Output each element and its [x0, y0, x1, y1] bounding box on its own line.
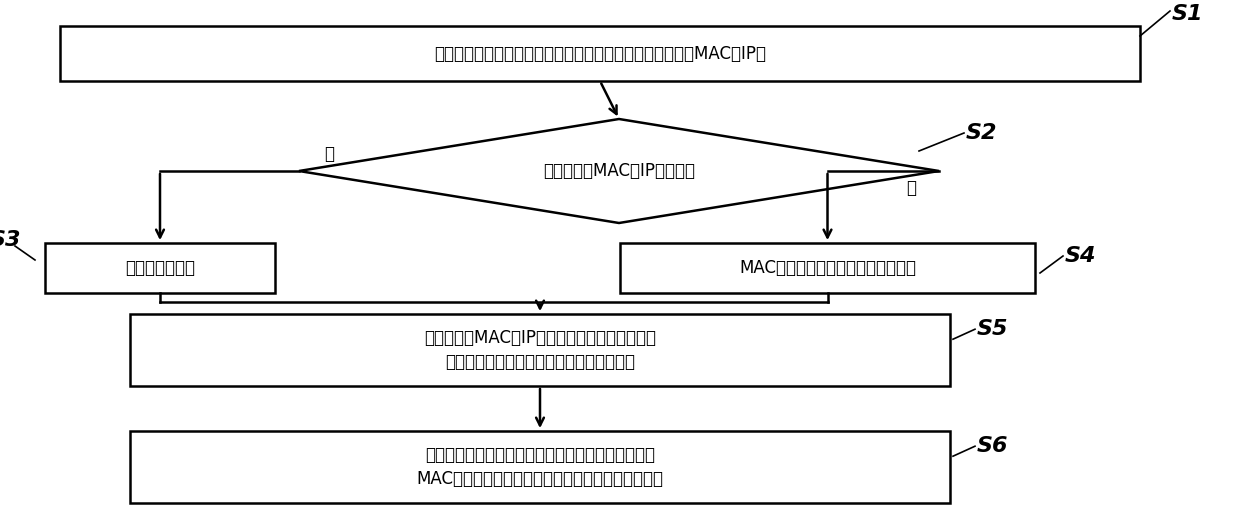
- Bar: [620, 243, 1035, 293]
- Text: MAC地址所对应的端口进行单独监听: MAC地址所对应的端口进行单独监听: [738, 259, 916, 277]
- Polygon shape: [299, 119, 939, 223]
- Text: 否: 否: [906, 179, 916, 197]
- Text: S5: S5: [978, 319, 1009, 339]
- Text: S4: S4: [1066, 246, 1097, 266]
- Text: 映射对存入链表: 映射对存入链表: [125, 259, 195, 277]
- Text: S1: S1: [1172, 4, 1203, 24]
- Text: 验证获取的MAC和IP是否合理: 验证获取的MAC和IP是否合理: [543, 162, 695, 180]
- Text: S6: S6: [978, 436, 1009, 456]
- Text: S3: S3: [0, 230, 21, 250]
- Text: 当包中源地址的映射不合理时，则发出警报，同时用
MAC地址找到交换机对应的端口，快速找出欺诈主机: 当包中源地址的映射不合理时，则发出警报，同时用 MAC地址找到交换机对应的端口，…: [416, 446, 664, 488]
- Bar: [130, 431, 950, 503]
- Bar: [59, 26, 1140, 81]
- Text: 对应答包中MAC和IP映射对进行检测，判断其在
某一时段内回应包中源地址的映射是否合理: 对应答包中MAC和IP映射对进行检测，判断其在 某一时段内回应包中源地址的映射是…: [424, 329, 655, 371]
- Bar: [130, 314, 950, 386]
- Text: 是: 是: [325, 145, 335, 163]
- Text: 利用抓包工具获取数据包进行分析，得出其目的和源地址的MAC和IP对: 利用抓包工具获取数据包进行分析，得出其目的和源地址的MAC和IP对: [434, 44, 766, 63]
- Text: S2: S2: [966, 123, 997, 143]
- Bar: [45, 243, 275, 293]
